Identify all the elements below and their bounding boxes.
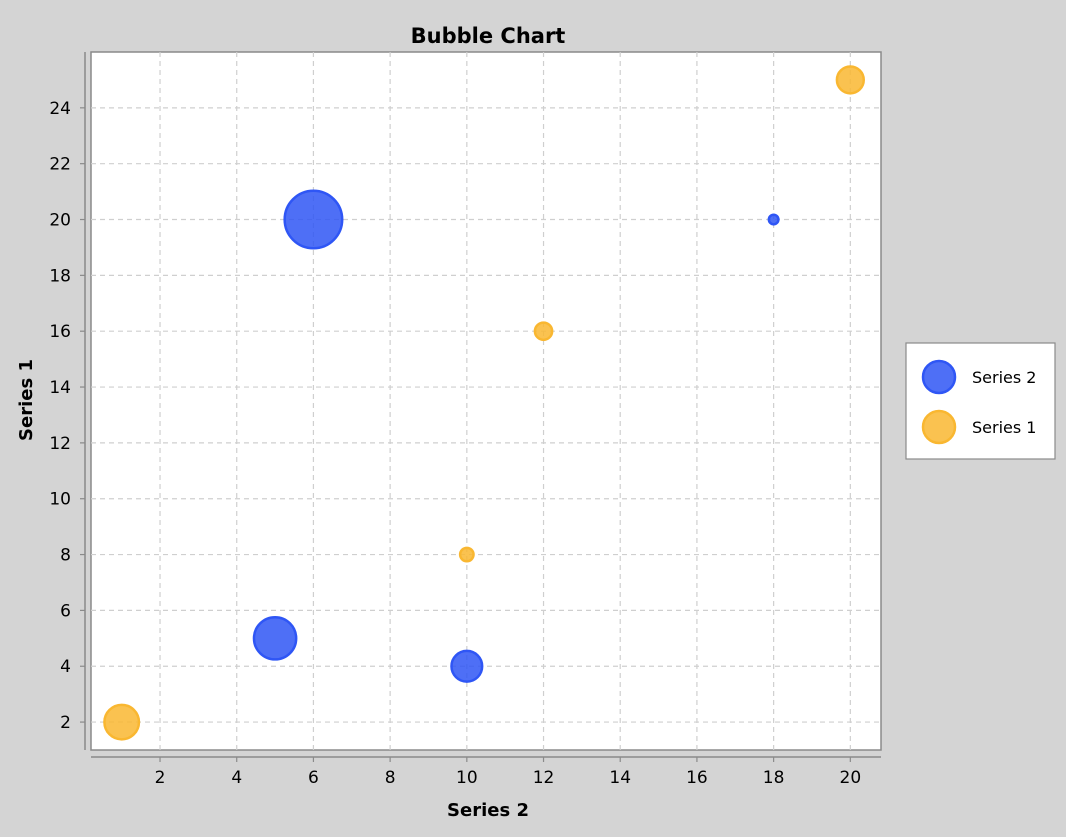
- legend-label: Series 2: [972, 368, 1036, 387]
- x-tick-label: 14: [609, 768, 631, 788]
- legend-box: [905, 342, 1056, 460]
- x-axis-label: Series 2: [447, 800, 529, 821]
- y-tick-label: 20: [49, 211, 71, 231]
- y-tick-label: 12: [49, 434, 71, 454]
- bubble-point: [458, 546, 475, 563]
- y-tick-label: 10: [49, 490, 71, 510]
- y-tick-label: 4: [60, 657, 71, 677]
- x-tick-label: 6: [308, 768, 319, 788]
- x-tick-label: 4: [231, 768, 242, 788]
- y-axis-label: Series 1: [16, 359, 37, 441]
- legend-label: Series 1: [972, 418, 1036, 437]
- y-tick-label: 18: [49, 266, 71, 286]
- legend: Series 2 Series 1: [905, 342, 1056, 460]
- y-tick-label: 24: [49, 99, 71, 119]
- x-tick-label: 16: [686, 768, 708, 788]
- y-tick-label: 2: [60, 713, 71, 733]
- grid-lines: [91, 52, 881, 750]
- x-tick-label: 20: [840, 768, 862, 788]
- bubble-point: [252, 615, 298, 661]
- bubble-point: [450, 649, 484, 683]
- plot-area: [90, 51, 882, 751]
- y-tick-label: 8: [60, 546, 71, 566]
- x-tick-label: 12: [533, 768, 555, 788]
- x-tick-label: 10: [456, 768, 478, 788]
- bubble-point: [533, 321, 554, 342]
- y-tick-label: 16: [49, 322, 71, 342]
- legend-swatch: [921, 409, 957, 445]
- y-tick-label: 14: [49, 378, 71, 398]
- bubbles: [103, 65, 865, 741]
- x-tick-label: 2: [155, 768, 166, 788]
- bubble-point: [835, 65, 865, 95]
- bubble-point: [767, 213, 780, 226]
- bubble-point: [103, 703, 141, 741]
- x-tick-label: 18: [763, 768, 785, 788]
- y-tick-label: 6: [60, 601, 71, 621]
- x-tick-label: 8: [385, 768, 396, 788]
- y-tick-label: 22: [49, 155, 71, 175]
- bubble-point: [283, 189, 344, 250]
- chart-title: Bubble Chart: [411, 24, 566, 48]
- legend-swatch: [921, 359, 957, 395]
